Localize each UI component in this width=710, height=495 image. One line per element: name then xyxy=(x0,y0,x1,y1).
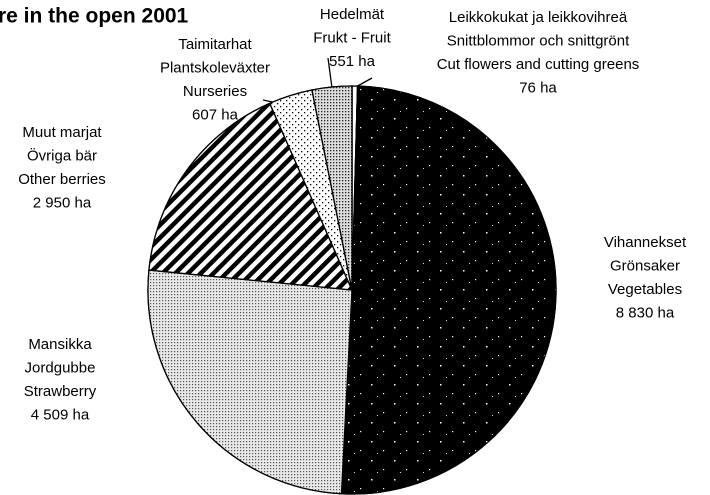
slice-pattern xyxy=(311,85,353,291)
value-label: 8 830 ha xyxy=(616,304,675,321)
leader-line xyxy=(327,57,333,89)
value-label: 607 ha xyxy=(192,106,239,123)
slice-label: Snittblommor och snittgrönt xyxy=(447,32,630,49)
slice-label: Muut marjat xyxy=(22,124,102,141)
slice-label: Vegetables xyxy=(608,281,682,298)
slice-label: Leikkokukat ja leikkovihreä xyxy=(449,9,628,26)
slice-label: Taimitarhat xyxy=(178,36,252,53)
value-label: 551 ha xyxy=(329,53,376,70)
slice-label: Other berries xyxy=(18,171,106,188)
slice-label: Nurseries xyxy=(183,83,247,100)
slice-label: Strawberry xyxy=(24,383,97,400)
chart-title: re in the open 2001 xyxy=(0,5,189,28)
value-label: 76 ha xyxy=(519,79,557,96)
slice-label: Vihannekset xyxy=(604,234,687,251)
slice-pattern xyxy=(148,102,354,291)
value-label: 4 509 ha xyxy=(31,406,90,423)
slice-label: Övriga bär xyxy=(27,146,97,164)
slice-pattern xyxy=(147,269,353,495)
value-label: 2 950 ha xyxy=(33,194,92,211)
slice-label: Grönsaker xyxy=(610,257,680,274)
slice-label: Hedelmät xyxy=(320,6,385,23)
slice-label: Plantskoleväxter xyxy=(160,59,270,76)
slice-label: Cut flowers and cutting greens xyxy=(437,56,640,73)
slice-label: Jordgubbe xyxy=(25,359,96,376)
slice-label: Mansikka xyxy=(28,336,92,353)
slice-pattern xyxy=(340,85,557,495)
slice-label: Frukt - Fruit xyxy=(313,29,391,46)
